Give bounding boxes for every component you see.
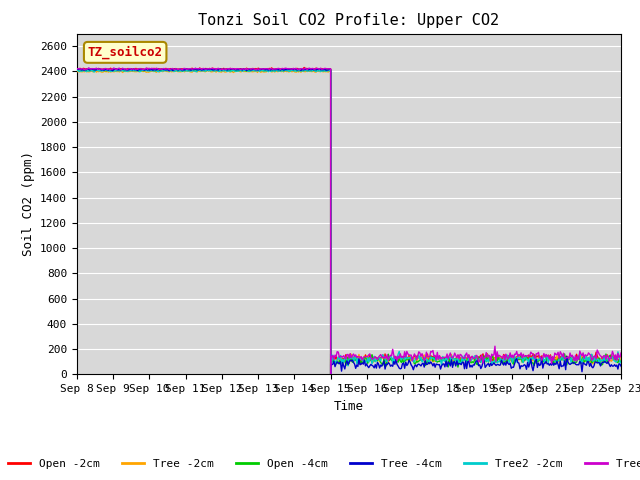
Y-axis label: Soil CO2 (ppm): Soil CO2 (ppm) bbox=[22, 152, 35, 256]
Title: Tonzi Soil CO2 Profile: Upper CO2: Tonzi Soil CO2 Profile: Upper CO2 bbox=[198, 13, 499, 28]
Text: TZ_soilco2: TZ_soilco2 bbox=[88, 46, 163, 59]
Legend: Open -2cm, Tree -2cm, Open -4cm, Tree -4cm, Tree2 -2cm, Tree2 - 4cm: Open -2cm, Tree -2cm, Open -4cm, Tree -4… bbox=[3, 455, 640, 474]
X-axis label: Time: Time bbox=[334, 400, 364, 413]
